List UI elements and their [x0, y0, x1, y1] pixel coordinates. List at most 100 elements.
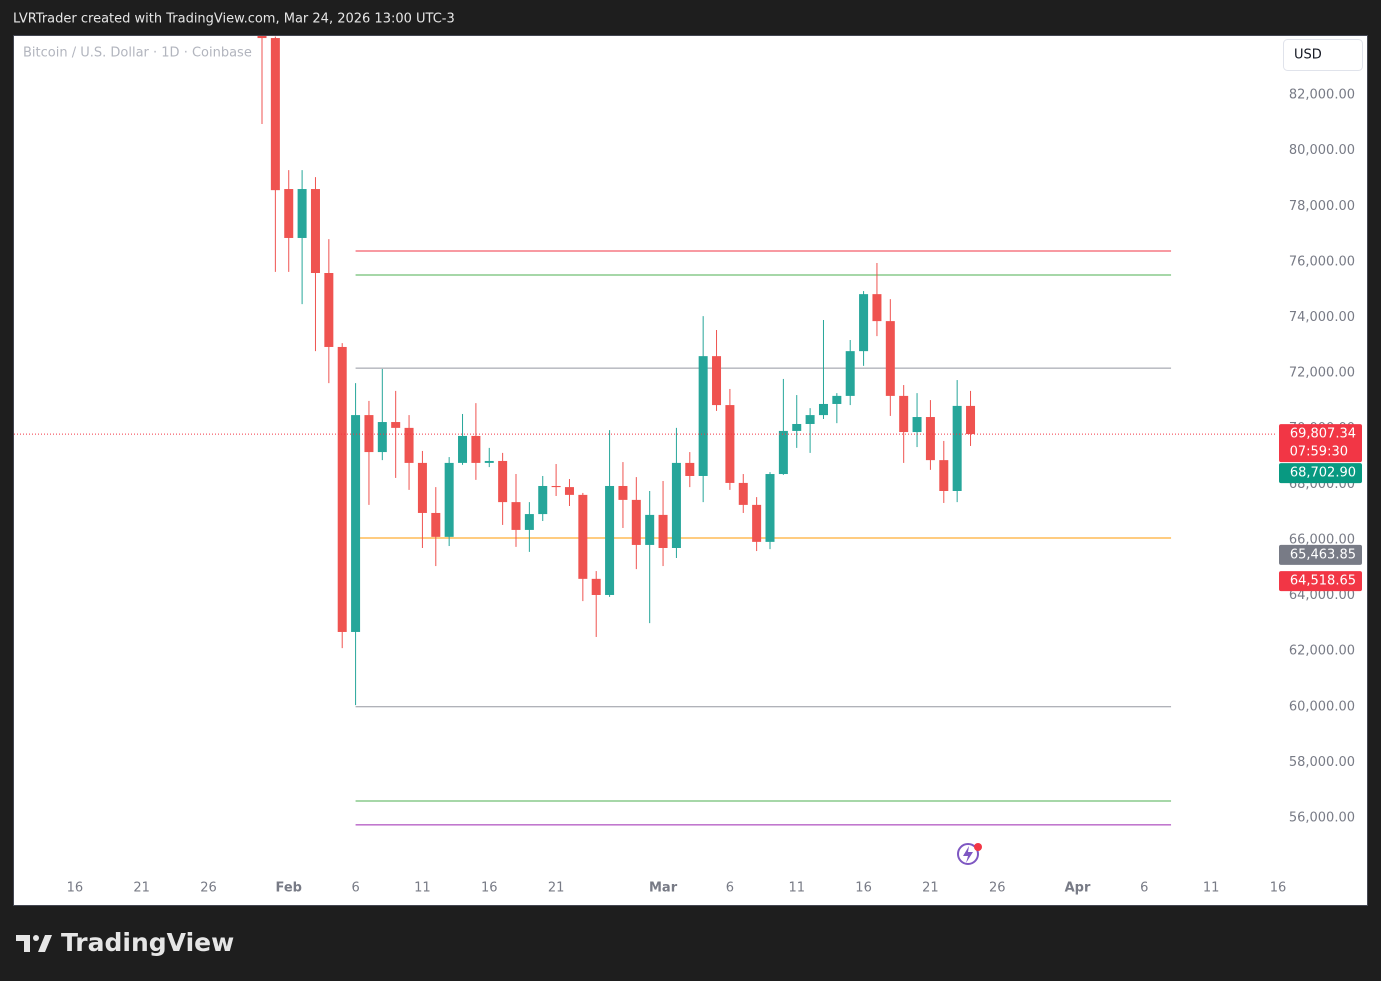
candle-body: [645, 514, 655, 545]
candle-body: [391, 422, 401, 428]
candle-body: [939, 460, 949, 491]
price-tag: [1279, 544, 1362, 565]
price-tag: [1279, 571, 1362, 592]
candle-body: [431, 512, 441, 537]
candle-body: [404, 427, 414, 463]
y-tick-label: 58,000.00: [1289, 755, 1355, 770]
candle-body: [752, 504, 762, 542]
y-tick-label: 66,000.00: [1289, 532, 1355, 547]
candle-body: [631, 499, 641, 545]
header-text: LVRTrader created with TradingView.com, …: [13, 12, 455, 27]
x-tick-label: Feb: [275, 881, 301, 896]
candle-body: [297, 189, 307, 238]
axes: 56,000.00 58,000.00 60,000.00 62,000.00 64,0…: [67, 88, 1362, 896]
candle-body: [417, 462, 427, 513]
candle-body: [564, 487, 574, 495]
candle-body: [899, 395, 909, 433]
candle-body: [685, 462, 695, 476]
x-tick-label: 26: [989, 881, 1006, 896]
candle-body: [484, 460, 494, 463]
logo-mark: [16, 935, 52, 952]
symbol-legend: Bitcoin / U.S. Dollar · 1D · Coinbase: [23, 46, 252, 61]
currency-button-box[interactable]: [1283, 39, 1363, 71]
x-tick-label: Apr: [1065, 881, 1091, 896]
currency-label[interactable]: USD: [1294, 48, 1322, 63]
x-tick-label: 11: [1203, 881, 1220, 896]
candle-body: [524, 514, 534, 530]
price-tag: [1279, 424, 1362, 463]
x-tick-label: 6: [351, 881, 359, 896]
candle-body: [912, 417, 922, 433]
candle-body: [605, 485, 615, 595]
icon-bolt: [963, 846, 973, 863]
candle-body: [832, 395, 842, 404]
y-tick-label: 64,000.00: [1289, 588, 1355, 603]
candle-body: [778, 430, 788, 475]
candle-body: [845, 351, 855, 396]
y-tick-label: 78,000.00: [1289, 199, 1355, 214]
x-tick-label: 21: [922, 881, 939, 896]
x-tick-label: 16: [1270, 881, 1287, 896]
price-tag-label: 68,702.90: [1290, 466, 1356, 481]
candle-body: [712, 356, 722, 406]
candle-body: [351, 415, 361, 632]
currency-button[interactable]: USD: [1283, 39, 1363, 71]
plot-area: [14, 36, 1276, 826]
candle-body: [952, 405, 962, 491]
candle-body: [792, 423, 802, 431]
candle-body: [337, 346, 347, 632]
candle-body: [551, 485, 561, 488]
x-tick-label: 6: [1140, 881, 1148, 896]
candle-body: [966, 405, 976, 435]
x-tick-label: 6: [726, 881, 734, 896]
x-tick-label: Mar: [649, 881, 678, 896]
x-tick-label: 16: [67, 881, 84, 896]
footer-logo: TradingView: [16, 928, 234, 957]
candle-body: [324, 273, 334, 347]
candle-body: [725, 405, 735, 483]
price-tag-label: 65,463.85: [1290, 547, 1356, 562]
price-tag-label: 64,518.65: [1290, 574, 1356, 589]
x-tick-label: 11: [788, 881, 805, 896]
candle-body: [925, 417, 935, 461]
candle-body: [658, 514, 668, 548]
candle-body: [618, 485, 628, 500]
candle-body: [471, 435, 481, 463]
candle-body: [444, 462, 454, 537]
candle-body: [511, 502, 521, 530]
candle-body: [872, 294, 882, 322]
y-tick-label: 80,000.00: [1289, 143, 1355, 158]
candle-body: [885, 321, 895, 396]
candle-body: [538, 485, 548, 515]
y-tick-label: 56,000.00: [1289, 810, 1355, 825]
logo-dot: [33, 935, 39, 941]
candle-body: [257, 36, 267, 39]
candle-body: [310, 189, 320, 274]
price-tag-label: 69,807.34: [1290, 427, 1356, 442]
icon-dot: [974, 843, 982, 851]
x-tick-label: 21: [133, 881, 150, 896]
candle-body: [765, 474, 775, 542]
candle-body: [377, 422, 387, 453]
candle-body: [818, 403, 828, 416]
candle-body: [591, 578, 601, 595]
candle-body: [578, 494, 588, 579]
x-tick-label: 26: [200, 881, 217, 896]
icon-ring: [957, 843, 979, 865]
candle-body: [270, 38, 280, 191]
y-tick-label: 74,000.00: [1289, 310, 1355, 325]
countdown-label: 07:59:30: [1290, 445, 1348, 460]
candle-body: [738, 482, 748, 505]
x-tick-label: 16: [855, 881, 872, 896]
candle-body: [458, 435, 468, 463]
y-tick-label: 76,000.00: [1289, 254, 1355, 269]
y-tick-label: 72,000.00: [1289, 366, 1355, 381]
price-tag: [1279, 463, 1362, 484]
candle-body: [805, 415, 815, 424]
x-tick-label: 21: [548, 881, 565, 896]
x-tick-label: 11: [414, 881, 431, 896]
candle-body: [671, 462, 681, 548]
x-tick-label: 16: [481, 881, 498, 896]
ai-icon: [957, 843, 982, 865]
